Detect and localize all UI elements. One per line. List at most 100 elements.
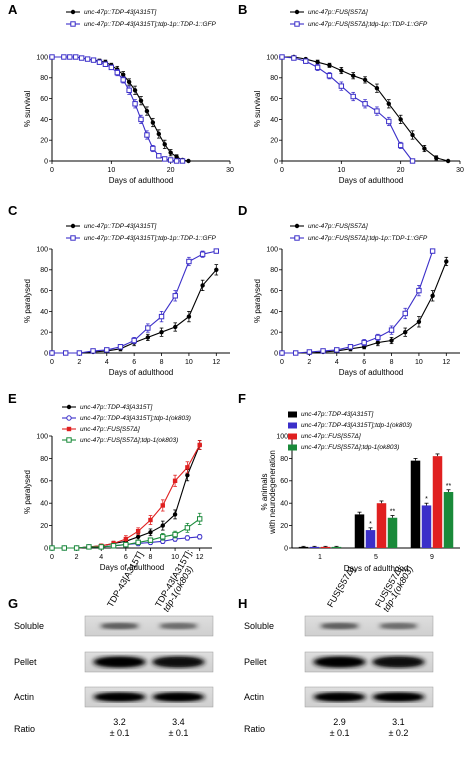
legend-label: unc-47p::FUS[S57Δ] [308, 9, 368, 16]
x-tick-label: 6 [124, 554, 128, 561]
bar [410, 460, 421, 548]
x-tick-label: 0 [50, 554, 54, 561]
data-point [148, 530, 153, 535]
data-point [73, 54, 79, 60]
data-point [108, 64, 115, 71]
data-point [172, 478, 178, 483]
data-point [398, 117, 403, 122]
legend-marker [294, 9, 300, 15]
y-tick-label: 80 [40, 456, 48, 463]
blot-strip [304, 615, 434, 637]
x-tick-label: 30 [226, 167, 234, 174]
x-axis-label: Days of adulthood [339, 368, 404, 377]
data-point [135, 529, 141, 534]
data-point [135, 539, 141, 546]
data-point [327, 63, 332, 68]
y-tick-label: 40 [40, 309, 48, 316]
legend-marker [294, 21, 300, 27]
panel-label: H [238, 596, 247, 611]
data-point [338, 83, 345, 89]
data-point [213, 248, 220, 254]
panel-a: A 0 20 40 60 80 100 0 10 20 30 Days of adulthood % s… [8, 2, 234, 185]
y-tick-label: 40 [40, 501, 48, 508]
series-2 [279, 54, 416, 164]
ratio-value: 3.1 [392, 717, 405, 727]
data-point [168, 150, 173, 155]
data-point [150, 120, 156, 125]
data-point [416, 287, 422, 294]
data-point [179, 158, 186, 164]
x-tick-label: 10 [185, 359, 193, 366]
legend-swatch [288, 422, 297, 429]
data-point [96, 59, 103, 65]
legend-swatch [288, 433, 297, 440]
data-point [148, 517, 153, 523]
legend-marker [294, 235, 300, 241]
band-core [156, 693, 201, 701]
legend-marker [70, 235, 76, 241]
ratio-value: 3.2 [113, 717, 126, 727]
x-tick-label: 0 [50, 167, 54, 174]
data-point [160, 503, 165, 508]
band-core [156, 658, 201, 666]
data-point [76, 350, 83, 356]
legend-marker [66, 404, 72, 410]
data-point [159, 330, 164, 335]
data-point [334, 347, 340, 353]
data-point [430, 293, 435, 298]
series-2 [49, 248, 220, 356]
data-point [173, 324, 178, 330]
ratio-value: 2.9 [333, 717, 346, 727]
legend: unc-47p::TDP-43[A315T]unc-47p::TDP-43[A3… [66, 223, 217, 242]
y-tick-label: 0 [274, 158, 278, 165]
data-point [434, 155, 439, 161]
data-point [162, 156, 168, 162]
panel-b: B 0 20 40 60 80 100 0 10 20 30 Days of adulthood % s… [238, 2, 464, 185]
x-tick-label: 0 [280, 167, 284, 174]
blot-strip [84, 615, 214, 637]
y-tick-label: 20 [40, 330, 48, 337]
significance-mark: ** [390, 509, 396, 516]
ratio-value: 3.4 [172, 717, 185, 727]
data-point [61, 54, 67, 60]
x-tick-label: 5 [374, 554, 378, 561]
y-tick-label: 60 [280, 478, 288, 485]
ratio-error: ± 0.2 [388, 728, 408, 738]
data-point [123, 536, 129, 542]
data-point [73, 545, 80, 551]
data-point [121, 72, 126, 77]
data-point [397, 142, 404, 149]
legend-label: unc-47p::FUS[S57Δ];tdp-1p::TDP-1::GFP [308, 235, 428, 242]
data-point [279, 350, 285, 356]
x-tick-label: 10 [337, 167, 345, 174]
data-point [339, 68, 344, 73]
blot-panel-h: H FUS[S57Δ] FUS[S57Δ];tdp-1(ok803)SolubleP… [238, 563, 434, 738]
data-point [362, 77, 368, 83]
x-tick-label: 0 [50, 359, 54, 366]
legend-marker [70, 9, 76, 15]
band-core [97, 658, 142, 666]
bar [320, 546, 331, 548]
data-point [144, 108, 150, 114]
x-tick-label: 1 [318, 554, 322, 561]
row-label-soluble: Soluble [14, 621, 44, 631]
panel-label: G [8, 596, 18, 611]
legend: unc-47p::TDP-43[A315T]unc-47p::TDP-43[A3… [62, 404, 191, 444]
x-tick-label: 9 [430, 554, 434, 561]
data-point [185, 473, 190, 478]
data-point [102, 61, 109, 67]
legend-label: unc-47p::TDP-43[A315T];tdp-1p::TDP-1::GF… [84, 21, 217, 28]
x-tick-label: 10 [107, 167, 115, 174]
data-point [375, 334, 381, 341]
y-tick-label: 40 [270, 117, 278, 124]
data-point [160, 534, 166, 540]
bar [387, 517, 398, 548]
y-tick-label: 0 [284, 545, 288, 552]
y-tick-label: 100 [36, 433, 48, 440]
legend: unc-47p::FUS[S57Δ]unc-47p::FUS[S57Δ];tdp… [290, 9, 428, 28]
data-point [197, 442, 202, 448]
data-point [185, 465, 190, 470]
data-point [150, 145, 156, 152]
y-tick-label: 80 [280, 456, 288, 463]
y-axis-label: % paralysed [253, 279, 262, 323]
